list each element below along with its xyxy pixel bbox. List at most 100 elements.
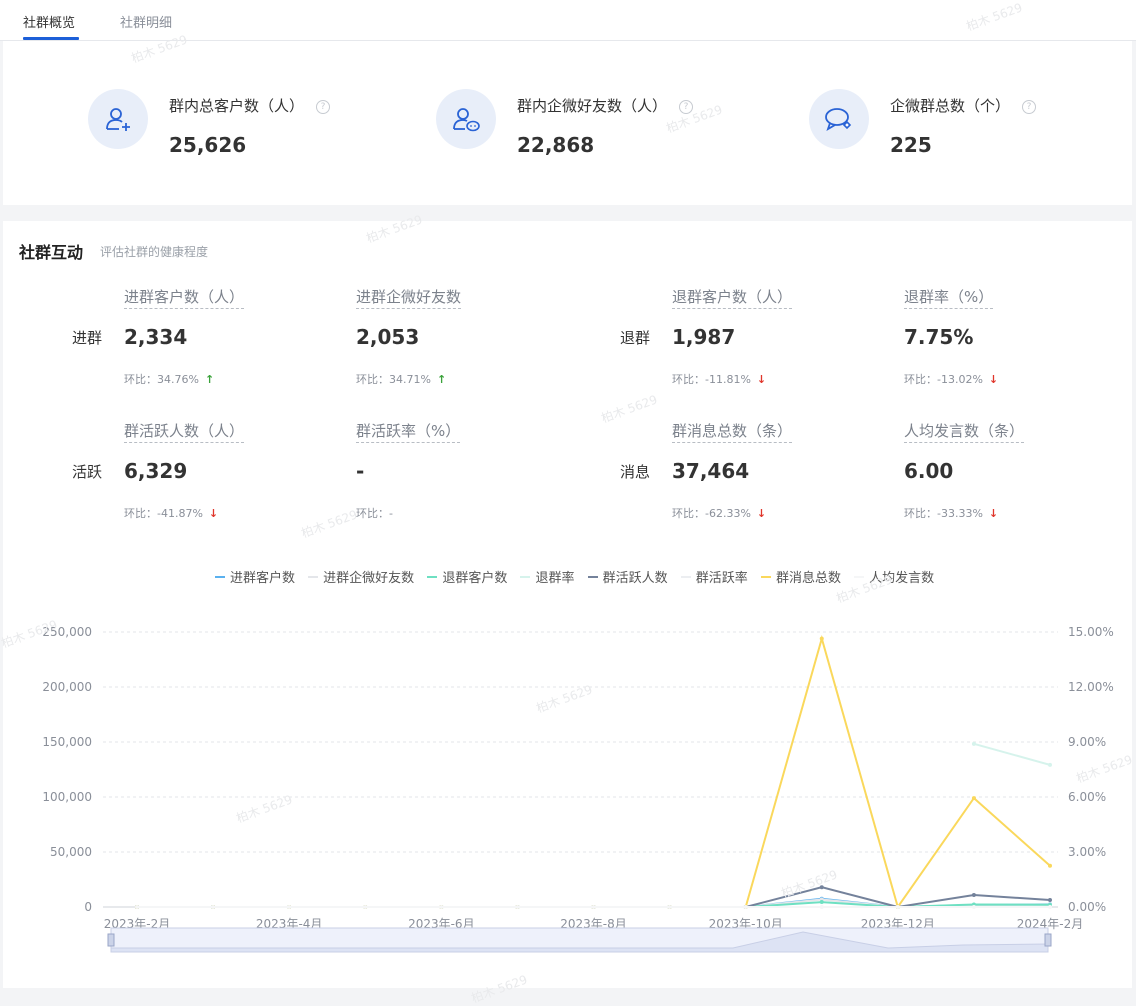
y-right-tick-label: 15.00%	[1068, 625, 1114, 639]
metric-value: 2,334	[124, 325, 188, 349]
series-line	[137, 886, 1051, 909]
data-point	[971, 741, 976, 746]
help-icon[interactable]: ?	[1022, 100, 1037, 114]
legend-item-join-friends[interactable]: 进群企微好友数	[308, 567, 414, 586]
data-point	[287, 905, 292, 909]
data-point	[439, 905, 444, 909]
data-point	[743, 905, 748, 909]
y-left-tick-label: 150,000	[42, 735, 92, 749]
trend-line-chart: 0 0.00% 50,000 3.00% 100,000 6.00% 150,000 9.00…	[42, 625, 1114, 953]
data-point	[591, 905, 596, 909]
metric-value: 6.00	[904, 459, 954, 483]
y-left-tick-label: 100,000	[42, 790, 92, 804]
group-chat-icon	[809, 89, 869, 149]
tab-details[interactable]: 社群明细	[120, 16, 173, 31]
legend-item-active-users[interactable]: 群活跃人数	[587, 567, 668, 586]
data-point	[135, 905, 139, 909]
metric-label[interactable]: 进群客户数（人）	[124, 286, 245, 309]
trend-down-icon: ↓	[756, 507, 767, 520]
y-right-tick-label: 0.00%	[1068, 900, 1106, 914]
data-point	[1048, 898, 1052, 903]
zoom-slider-preview	[110, 931, 1049, 953]
legend-item-message-total[interactable]: 群消息总数	[760, 567, 841, 586]
trend-down-icon: ↓	[756, 373, 767, 386]
y-right-tick-label: 3.00%	[1068, 845, 1106, 859]
data-point	[819, 636, 824, 641]
y-left-tick-label: 200,000	[42, 680, 92, 694]
y-right-tick-label: 9.00%	[1068, 735, 1106, 749]
metric-value: 7.75%	[904, 325, 974, 349]
kpi-label: 企微群总数（个）?	[890, 95, 1037, 116]
metric-value: 2,053	[356, 325, 420, 349]
section-title: 社群互动	[19, 243, 84, 262]
data-point	[1048, 863, 1052, 868]
group-label-message: 消息	[620, 463, 651, 481]
tab-overview[interactable]: 社群概览	[23, 16, 76, 31]
trend-up-icon: ↑	[436, 373, 447, 386]
tab-bar: 社群概览 社群明细	[0, 0, 1136, 41]
legend-item-leave-customers[interactable]: 退群客户数	[427, 567, 507, 586]
metric-value: -	[356, 459, 365, 483]
y-left-tick-label: 50,000	[50, 845, 92, 859]
metric-label[interactable]: 进群企微好友数	[356, 286, 462, 309]
trend-up-icon: ↑	[204, 373, 215, 386]
legend-item-active-rate[interactable]: 群活跃率	[680, 567, 748, 586]
metric-label[interactable]: 退群率（%）	[904, 286, 994, 309]
metric-ratio: 环比：-11.81% ↓	[672, 373, 767, 386]
legend-item-avg-messages[interactable]: 人均发言数	[854, 567, 934, 586]
metric-ratio: 环比：-41.87% ↓	[124, 507, 219, 520]
trend-down-icon: ↓	[208, 507, 219, 520]
metric-ratio: 环比：-13.02% ↓	[904, 373, 999, 386]
metric-ratio: 环比：34.76% ↑	[124, 373, 215, 386]
kpi-value: 225	[890, 133, 932, 157]
data-point	[363, 905, 368, 909]
legend-item-join-customers[interactable]: 进群客户数	[215, 567, 295, 586]
data-point	[667, 905, 672, 909]
metric-value: 1,987	[672, 325, 736, 349]
y-right-tick-label: 12.00%	[1068, 680, 1114, 694]
user-add-icon	[88, 89, 148, 149]
metric-value: 37,464	[672, 459, 750, 483]
help-icon[interactable]: ?	[316, 100, 331, 114]
metric-label[interactable]: 群消息总数（条）	[672, 420, 793, 443]
metric-ratio: 环比：34.71% ↑	[356, 373, 447, 386]
help-icon[interactable]: ?	[679, 100, 694, 114]
y-right-tick-label: 6.00%	[1068, 790, 1106, 804]
legend-item-leave-rate[interactable]: 退群率	[520, 567, 574, 586]
kpi-value: 22,868	[517, 133, 595, 157]
trend-down-icon: ↓	[988, 507, 999, 520]
metric-label[interactable]: 群活跃率（%）	[356, 420, 461, 443]
metric-ratio: 环比：-33.33% ↓	[904, 507, 999, 520]
group-label-active: 活跃	[72, 463, 103, 481]
metric-label[interactable]: 群活跃人数（人）	[124, 420, 245, 443]
kpi-value: 25,626	[169, 133, 247, 157]
metric-ratio: 环比：-	[356, 507, 393, 520]
data-point	[895, 905, 900, 909]
community-interaction-panel: 社群互动 评估社群的健康程度 进群 退群 活跃 消息 进群客户数（人） 2,33…	[3, 221, 1132, 988]
data-point	[971, 893, 976, 898]
data-point	[971, 904, 976, 909]
series-line	[137, 634, 1051, 910]
trend-down-icon: ↓	[988, 373, 999, 386]
data-point	[819, 885, 824, 890]
data-point	[211, 905, 216, 909]
metric-ratio: 环比：-62.33% ↓	[672, 507, 767, 520]
data-point	[971, 796, 976, 801]
kpi-label: 群内总客户数（人）?	[169, 95, 331, 116]
data-point	[1048, 762, 1052, 767]
active-tab-indicator	[23, 37, 79, 40]
user-chat-icon	[436, 89, 496, 149]
y-left-tick-label: 0	[84, 900, 92, 914]
zoom-handle-left	[107, 933, 115, 947]
y-left-tick-label: 250,000	[42, 625, 92, 639]
data-point	[819, 900, 824, 905]
kpi-label: 群内企微好友数（人）?	[517, 95, 694, 116]
data-point	[819, 904, 824, 909]
metric-label[interactable]: 人均发言数（条）	[904, 420, 1025, 443]
data-point	[515, 905, 520, 909]
group-label-leave: 退群	[620, 329, 651, 347]
zoom-handle-right	[1044, 933, 1052, 947]
data-point	[1048, 904, 1052, 909]
kpi-summary-panel: 群内总客户数（人）? 25,626 群内企微好友数（人）? 22,868 企微群…	[3, 41, 1132, 205]
metric-label[interactable]: 退群客户数（人）	[672, 286, 793, 309]
